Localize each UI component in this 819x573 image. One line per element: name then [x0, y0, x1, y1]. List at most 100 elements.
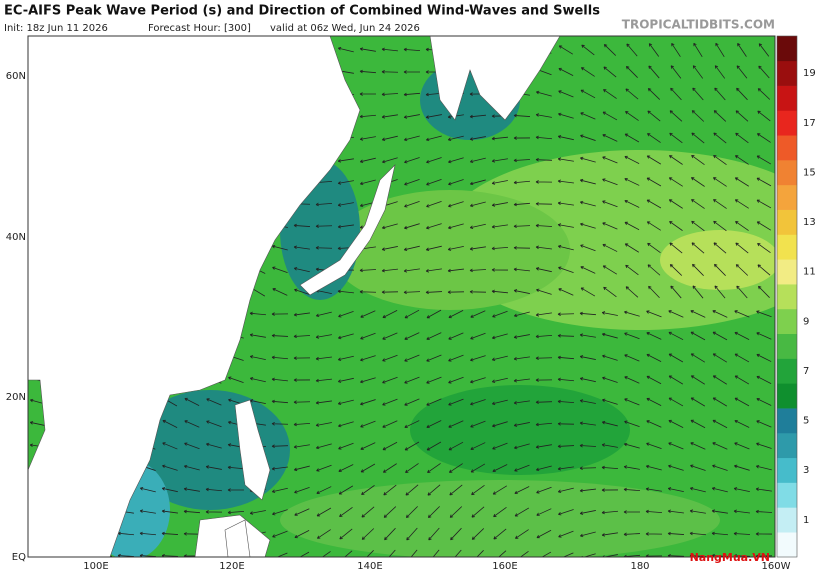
direction-arrow — [557, 135, 574, 141]
direction-arrow — [558, 530, 574, 538]
direction-arrow — [293, 378, 311, 382]
direction-arrow — [491, 158, 508, 163]
direction-arrow — [602, 398, 618, 405]
map — [28, 36, 775, 557]
direction-arrow — [535, 356, 553, 360]
direction-arrow — [625, 111, 639, 121]
direction-arrow — [205, 487, 223, 492]
direction-arrow — [646, 375, 662, 385]
direction-arrow — [624, 332, 640, 340]
lat-label: 20N — [6, 392, 26, 403]
direction-arrow — [623, 487, 641, 492]
direction-arrow — [491, 399, 508, 406]
direction-arrow — [756, 442, 772, 449]
direction-arrow — [513, 246, 531, 250]
lat-label: EQ — [12, 552, 26, 563]
direction-arrow — [536, 486, 552, 494]
direction-arrow — [646, 442, 662, 450]
direction-arrow — [273, 552, 288, 557]
direction-arrow — [448, 309, 464, 319]
direction-arrow — [625, 286, 639, 298]
direction-arrow — [712, 375, 727, 385]
direction-arrow — [579, 333, 596, 338]
direction-arrow — [669, 220, 683, 231]
direction-arrow — [601, 332, 618, 339]
direction-arrow — [757, 88, 771, 100]
direction-arrow — [756, 310, 772, 318]
direction-arrow — [757, 242, 771, 253]
direction-arrow — [755, 464, 772, 471]
direction-arrow — [669, 132, 683, 144]
direction-arrow — [645, 487, 662, 492]
direction-arrow — [382, 420, 398, 428]
direction-arrow — [294, 529, 310, 539]
lon-label: 160W — [762, 561, 791, 572]
direction-arrow — [360, 377, 376, 384]
direction-arrow — [426, 376, 442, 384]
direction-arrow — [535, 223, 553, 228]
colorbar-band — [777, 482, 797, 508]
direction-arrow — [580, 89, 596, 99]
direction-arrow — [667, 531, 685, 536]
direction-arrow — [646, 397, 662, 406]
direction-arrow — [293, 465, 310, 472]
direction-arrow — [272, 530, 288, 538]
direction-arrow — [426, 200, 442, 208]
direction-arrow — [645, 509, 663, 514]
colorbar-label: 1 — [803, 515, 809, 526]
direction-arrow — [646, 353, 662, 363]
direction-arrow — [249, 377, 266, 383]
direction-arrow — [646, 177, 662, 187]
direction-arrow — [293, 422, 311, 427]
colorbar-label: 19 — [803, 68, 816, 79]
direction-arrow — [668, 375, 684, 385]
direction-arrow — [601, 510, 619, 515]
island — [224, 519, 251, 557]
direction-arrow — [404, 309, 420, 319]
direction-arrow — [579, 421, 596, 426]
lon-label: 160E — [492, 561, 517, 572]
direction-arrow — [713, 242, 727, 254]
direction-arrow — [492, 442, 508, 450]
direction-arrow — [293, 444, 310, 449]
direction-arrow — [360, 355, 376, 362]
direction-arrow — [579, 311, 597, 316]
direction-arrow — [558, 45, 574, 55]
direction-arrow — [403, 47, 421, 52]
direction-arrow — [404, 157, 420, 164]
direction-arrow — [491, 224, 508, 229]
direction-arrow — [293, 400, 311, 404]
direction-arrow — [579, 178, 596, 185]
direction-arrow — [602, 134, 618, 142]
direction-arrow — [205, 510, 223, 514]
direction-arrow — [692, 87, 704, 101]
direction-arrow — [690, 310, 706, 318]
direction-arrow — [271, 312, 289, 316]
direction-arrow — [692, 263, 704, 276]
direction-arrow — [647, 110, 661, 122]
direction-arrow — [360, 399, 376, 406]
direction-arrow — [337, 289, 354, 294]
direction-arrow — [315, 400, 332, 405]
direction-arrow — [646, 199, 662, 209]
direction-arrow — [293, 267, 310, 273]
direction-arrow — [491, 180, 508, 185]
direction-arrow — [690, 375, 705, 385]
colorbar-band — [777, 358, 797, 384]
direction-arrow — [734, 155, 749, 165]
direction-arrow — [469, 201, 486, 208]
colorbar-band — [777, 85, 797, 111]
direction-arrow — [602, 354, 618, 361]
direction-arrow — [448, 157, 464, 164]
direction-arrow — [360, 463, 376, 473]
direction-arrow — [513, 136, 531, 140]
direction-arrow — [361, 506, 375, 518]
direction-arrow — [360, 310, 376, 318]
direction-arrow — [557, 399, 575, 404]
direction-arrow — [558, 509, 574, 516]
direction-arrow — [756, 420, 772, 428]
direction-arrow — [404, 223, 420, 230]
direction-arrow — [315, 378, 332, 383]
direction-arrow — [602, 156, 618, 164]
direction-arrow — [272, 509, 288, 516]
